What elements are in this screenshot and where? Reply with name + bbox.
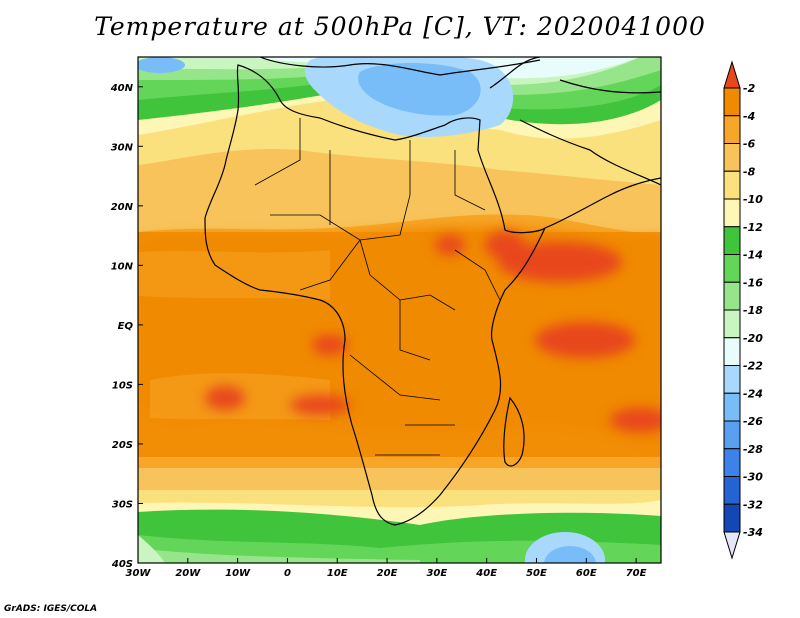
colorbar-segment: [723, 170, 741, 200]
lon-tick-label: 60E: [576, 568, 597, 579]
colorbar-segment: [723, 503, 741, 533]
colorbar-label: -10: [743, 193, 763, 206]
colorbar-label: -32: [743, 498, 763, 511]
colorbar-segment: [723, 420, 741, 450]
colorbar-segment: [723, 365, 741, 394]
colorbar-segment: [723, 226, 741, 255]
lat-tick-label: 20N: [111, 202, 134, 213]
colorbar-label: -14: [743, 249, 763, 262]
lat-tick-label: 30S: [112, 499, 133, 510]
colorbar-label: -12: [743, 221, 763, 234]
lon-tick-label: 30E: [426, 568, 447, 579]
colorbar-segment: [723, 392, 741, 422]
lat-tick-label: 40N: [110, 83, 134, 94]
colorbar-label: -8: [743, 165, 756, 178]
country-borders: [254, 118, 501, 456]
colorbar-label: -6: [743, 138, 756, 151]
lon-tick-label: 40E: [475, 568, 497, 579]
map-title: Temperature at 500hPa [C], VT: 202004100…: [94, 12, 706, 41]
colorbar-segment: [723, 309, 741, 339]
colorbar: -2 -4 -6 -8 -10 -12 -14 -16 -18 -20 -22 -24 -26 -28 -3…: [723, 60, 763, 560]
colorbar-label: -4: [743, 110, 755, 123]
coastlines: [204, 57, 661, 526]
colorbar-label: -16: [743, 276, 763, 289]
colorbar-label: -30: [743, 471, 763, 484]
lat-tick-label: 40S: [111, 559, 133, 570]
colorbar-segment: [723, 143, 741, 172]
colorbar-segment: [723, 337, 741, 366]
colorbar-segment: [723, 448, 741, 477]
lon-tick-label: 20E: [377, 568, 398, 579]
colorbar-label: -2: [743, 82, 756, 95]
lon-tick-label: 10E: [327, 568, 348, 579]
lon-tick-label: 0: [284, 568, 291, 579]
latitude-axis: 40N 30N 20N 10N EQ 10S 20S 30S 40S: [110, 83, 143, 570]
colorbar-top-triangle: [723, 60, 741, 89]
colorbar-label: -26: [743, 415, 763, 428]
longitude-axis: 30W 20W 10W 0 10E 20E 30E 40E 50E 60E 70E: [126, 558, 647, 579]
lon-tick-label: 30W: [126, 568, 152, 579]
colorbar-label: -20: [743, 332, 763, 345]
colorbar-segment: [723, 254, 741, 283]
colorbar-label: -18: [743, 304, 763, 317]
colorbar-segment: [723, 115, 741, 144]
lat-tick-label: 10N: [111, 261, 134, 272]
lon-tick-label: 50E: [526, 568, 547, 579]
lon-tick-label: 10W: [225, 568, 251, 579]
colorbar-label: -24: [743, 387, 763, 400]
lat-tick-label: EQ: [118, 321, 134, 332]
lat-tick-label: 20S: [112, 440, 133, 451]
colorbar-bottom-triangle: [723, 531, 741, 560]
lon-tick-label: 20W: [175, 568, 201, 579]
colorbar-segment: [723, 198, 741, 228]
colorbar-label: -34: [743, 526, 763, 539]
lon-tick-label: 70E: [626, 568, 647, 579]
lat-tick-label: 30N: [111, 142, 134, 153]
colorbar-segment: [723, 87, 741, 117]
colorbar-label: -28: [743, 443, 763, 456]
temperature-field: [138, 57, 661, 563]
footer-credit: GrADS: IGES/COLA: [4, 604, 98, 614]
colorbar-label: -22: [743, 360, 763, 373]
colorbar-segment: [723, 476, 741, 505]
colorbar-segment: [723, 281, 741, 311]
plot-frame: [137, 56, 662, 564]
lat-tick-label: 10S: [112, 380, 133, 391]
